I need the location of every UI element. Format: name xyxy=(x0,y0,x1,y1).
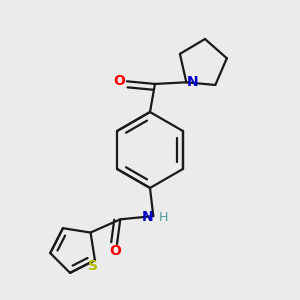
Text: S: S xyxy=(88,259,98,273)
Text: O: O xyxy=(110,244,121,258)
Text: N: N xyxy=(187,75,198,88)
Text: H: H xyxy=(158,211,168,224)
Text: O: O xyxy=(114,74,126,88)
Text: N: N xyxy=(142,210,153,224)
